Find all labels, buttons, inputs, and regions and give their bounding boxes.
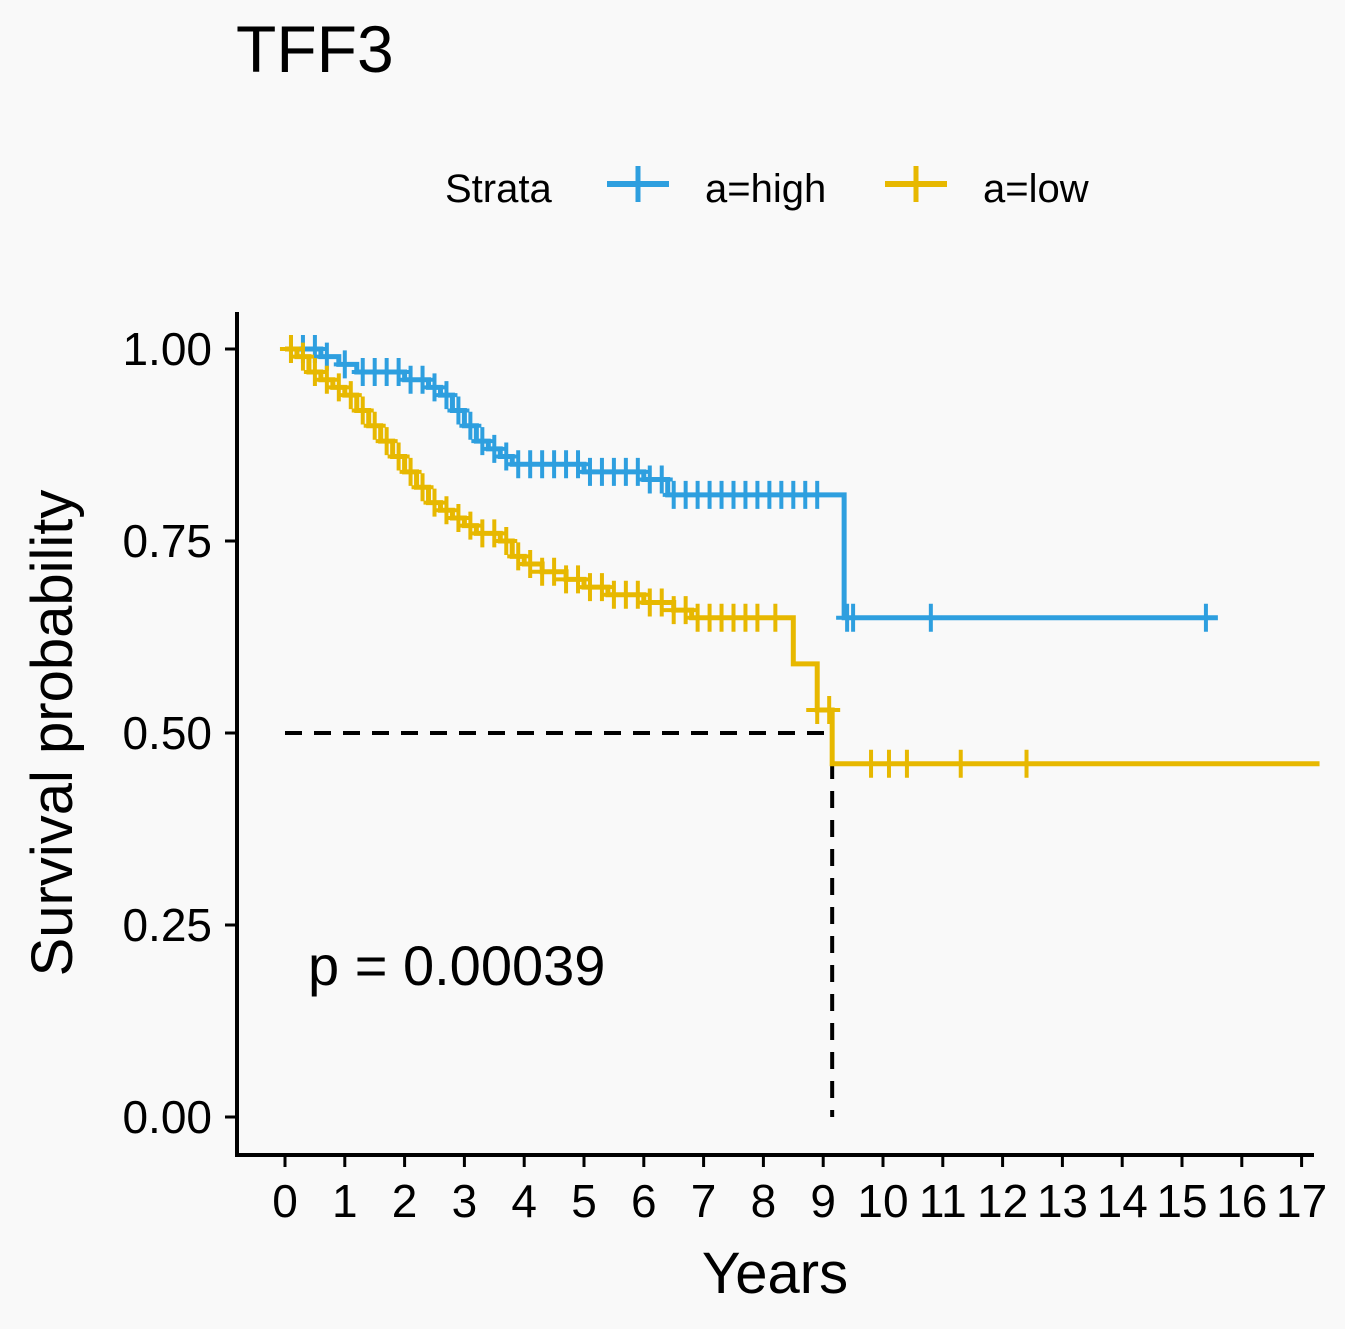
- censor-mark: [375, 427, 398, 456]
- censor-mark: [1015, 749, 1038, 778]
- censor-mark: [459, 411, 482, 440]
- axes: 0.000.250.500.751.000 1 2 3 4 5 6 7 8 9 10 11 12 13 14…: [122, 312, 1327, 1227]
- x-tick-label: 11: [919, 1175, 967, 1227]
- censor-mark: [399, 457, 422, 486]
- y-axis-title: Survival probability: [20, 490, 85, 977]
- censor-mark: [919, 603, 942, 632]
- y-tick-label: 1.00: [122, 323, 212, 375]
- x-tick-label: 0: [272, 1175, 298, 1227]
- censor-mark: [842, 603, 865, 632]
- censor-mark: [507, 542, 530, 571]
- x-tick-label: 15: [1156, 1175, 1207, 1227]
- x-tick-label: 13: [1037, 1175, 1088, 1227]
- censor-mark: [626, 580, 649, 609]
- censor-mark: [519, 550, 542, 579]
- x-tick-label: 14: [1097, 1175, 1148, 1227]
- censor-mark: [459, 511, 482, 540]
- censor-mark: [435, 496, 458, 525]
- legend-label: a=low: [983, 167, 1089, 211]
- censor-mark: [626, 457, 649, 486]
- censor-mark: [423, 488, 446, 517]
- censor-mark: [315, 365, 338, 394]
- x-tick-label: 3: [452, 1175, 478, 1227]
- censor-mark: [279, 335, 302, 363]
- x-tick-label: 4: [511, 1175, 537, 1227]
- censor-mark: [303, 358, 326, 387]
- censor-mark: [1194, 603, 1217, 632]
- censor-mark: [483, 519, 506, 548]
- censor-mark: [447, 396, 470, 425]
- censor-mark: [674, 596, 697, 625]
- censor-mark: [447, 503, 470, 532]
- censor-mark: [471, 427, 494, 456]
- legend-label: a=high: [705, 167, 826, 211]
- censor-mark: [895, 749, 918, 778]
- censor-mark: [590, 573, 613, 602]
- x-tick-label: 6: [631, 1175, 657, 1227]
- censor-mark: [333, 350, 356, 379]
- censor-mark: [567, 450, 590, 479]
- censor-mark: [387, 358, 410, 387]
- censor-mark: [423, 373, 446, 402]
- x-tick-label: 9: [810, 1175, 836, 1227]
- legend: Strata a=high a=low: [445, 166, 1089, 211]
- x-tick-label: 8: [751, 1175, 777, 1227]
- x-tick-label: 2: [392, 1175, 418, 1227]
- y-tick-label: 0.75: [122, 515, 212, 567]
- chart-title: TFF3: [236, 12, 394, 86]
- censor-mark: [411, 365, 434, 394]
- x-tick-label: 10: [857, 1175, 908, 1227]
- x-tick-label: 7: [691, 1175, 717, 1227]
- censor-mark: [495, 527, 518, 555]
- y-tick-label: 0.00: [122, 1091, 212, 1143]
- x-tick-label: 5: [571, 1175, 597, 1227]
- x-tick-label: 12: [977, 1175, 1028, 1227]
- plot-area: [279, 335, 1320, 1117]
- p-value-annotation: p = 0.00039: [308, 934, 605, 997]
- censor-mark: [495, 442, 518, 471]
- censor-mark: [483, 434, 506, 463]
- censor-mark: [764, 603, 787, 632]
- censor-mark: [567, 565, 590, 594]
- censor-mark: [543, 557, 566, 586]
- censor-mark: [339, 381, 362, 410]
- x-axis-title: Years: [702, 1241, 848, 1306]
- x-tick-label: 17: [1276, 1175, 1327, 1227]
- censor-mark: [818, 695, 841, 724]
- censor-mark: [387, 442, 410, 471]
- censor-mark: [363, 411, 386, 440]
- censor-mark: [435, 381, 458, 410]
- y-tick-label: 0.25: [122, 899, 212, 951]
- legend-title: Strata: [445, 167, 552, 211]
- censor-mark: [291, 342, 314, 371]
- censor-mark: [806, 480, 829, 509]
- censor-mark: [650, 588, 673, 617]
- censor-mark: [327, 373, 350, 402]
- x-tick-label: 16: [1216, 1175, 1267, 1227]
- censor-mark: [650, 465, 673, 494]
- censor-mark: [949, 749, 972, 778]
- censor-mark: [411, 473, 434, 502]
- x-tick-label: 1: [332, 1175, 358, 1227]
- y-tick-label: 0.50: [122, 707, 212, 759]
- censor-mark: [351, 396, 374, 425]
